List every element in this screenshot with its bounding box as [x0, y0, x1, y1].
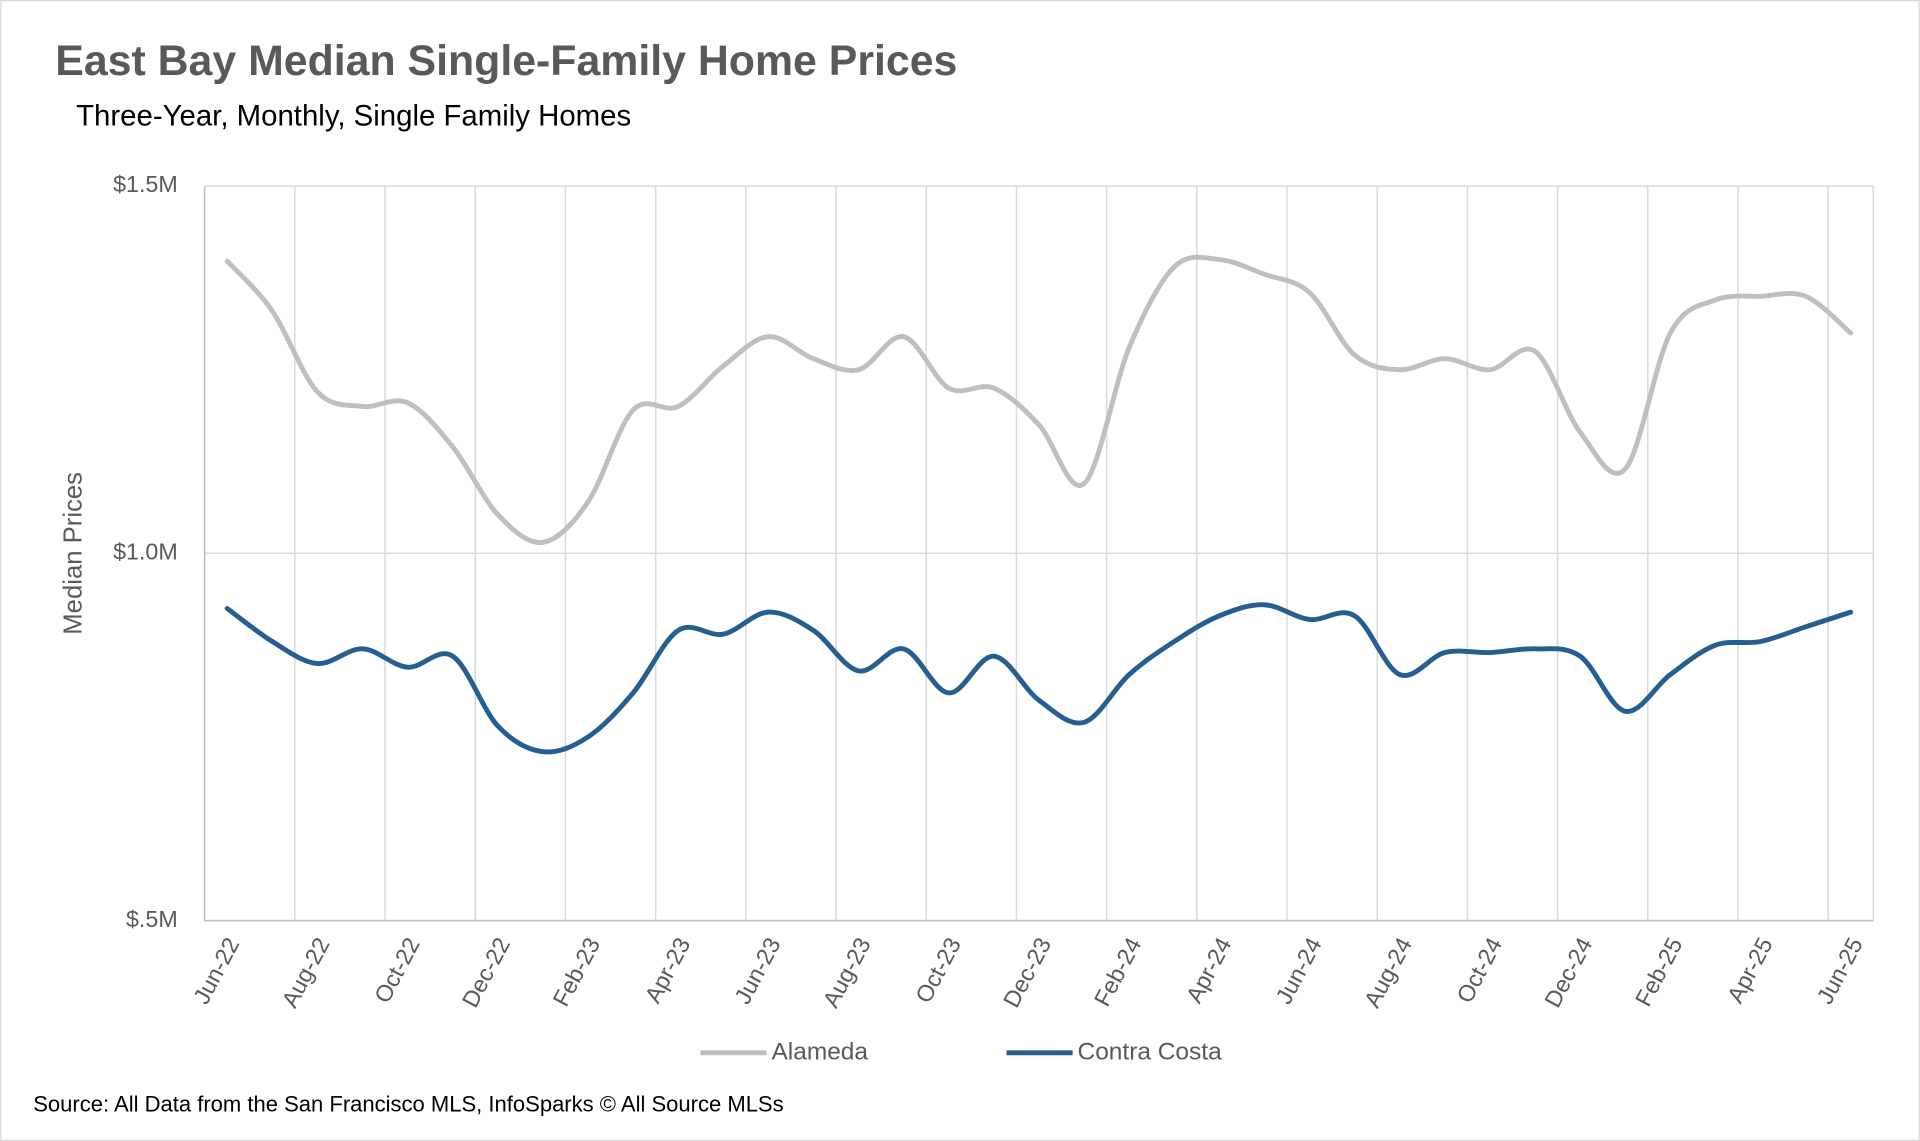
- source-note: Source: All Data from the San Francisco …: [33, 1091, 783, 1116]
- y-tick-label: $1.5M: [113, 171, 178, 197]
- y-tick-label: $.5M: [126, 906, 178, 932]
- chart-subtitle: Three-Year, Monthly, Single Family Homes: [76, 99, 631, 132]
- line-series: [224, 602, 1854, 755]
- legend-label: Contra Costa: [1078, 1038, 1223, 1065]
- legend-label: Alameda: [771, 1038, 868, 1065]
- y-tick-label: $1.0M: [113, 539, 178, 565]
- line-series: [224, 254, 1854, 545]
- chart-title: East Bay Median Single-Family Home Price…: [55, 37, 957, 85]
- y-axis-label: Median Prices: [60, 472, 88, 635]
